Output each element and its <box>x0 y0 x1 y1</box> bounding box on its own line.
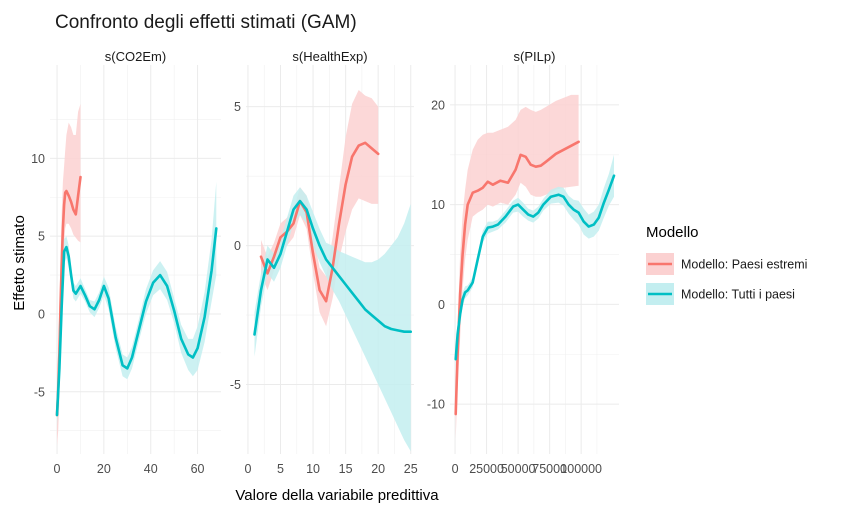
gridlines <box>450 65 619 454</box>
panel-2: s(HealthExp) 0 5 10 15 20 25 -5 0 5 <box>230 49 418 476</box>
panel-strip-label: s(PILp) <box>514 49 556 64</box>
x-tick-label: 25000 <box>469 462 504 476</box>
series-line <box>454 140 580 416</box>
legend-title: Modello <box>646 224 699 241</box>
x-tick-label: 0 <box>452 462 459 476</box>
y-tick-label: 20 <box>431 98 445 112</box>
y-tick-label: 5 <box>234 100 241 114</box>
y-tick-label: 0 <box>438 298 445 312</box>
panel-strip-label: s(CO2Em) <box>105 49 166 64</box>
confidence-band <box>261 90 379 327</box>
chart-title: Confronto degli effetti stimati (GAM) <box>55 12 357 33</box>
y-tick-label: 5 <box>38 230 45 244</box>
x-axis-title: Valore della variabile predittiva <box>235 487 439 504</box>
x-tick-label: 20 <box>97 462 111 476</box>
y-tick-label: -5 <box>230 378 241 392</box>
legend: Modello Modello: Paesi estremi Modello: T… <box>646 224 807 305</box>
y-tick-label: 0 <box>38 307 45 321</box>
y-tick-label: -10 <box>427 398 445 412</box>
panel-1: s(CO2Em) 0 20 40 60 -5 0 5 10 <box>31 49 221 476</box>
confidence-band <box>455 154 614 370</box>
x-tick-label: 5 <box>277 462 284 476</box>
x-tick-label: 0 <box>54 462 61 476</box>
x-tick-label: 50000 <box>501 462 536 476</box>
x-tick-label: 0 <box>244 462 251 476</box>
x-tick-label: 100000 <box>560 462 602 476</box>
x-tick-label: 20 <box>371 462 385 476</box>
legend-label: Modello: Tutti i paesi <box>681 288 795 302</box>
confidence-band <box>455 94 579 440</box>
panel-strip-label: s(HealthExp) <box>292 49 367 64</box>
x-tick-label: 40 <box>144 462 158 476</box>
series-line <box>259 141 380 303</box>
y-tick-label: 10 <box>31 152 45 166</box>
legend-label: Modello: Paesi estremi <box>681 258 807 272</box>
panels: s(CO2Em) 0 20 40 60 -5 0 5 10 s(HealthExp) 0 5 10 15 2… <box>31 49 619 476</box>
y-tick-label: -5 <box>34 385 45 399</box>
legend-item: Modello: Paesi estremi <box>646 253 807 275</box>
gridlines <box>50 65 221 454</box>
legend-item: Modello: Tutti i paesi <box>646 283 795 305</box>
confidence-band <box>57 103 81 447</box>
y-tick-label: 10 <box>431 198 445 212</box>
confidence-band <box>57 181 217 426</box>
y-tick-label: 0 <box>234 239 241 253</box>
series-line <box>454 174 616 361</box>
x-tick-label: 15 <box>339 462 353 476</box>
x-tick-label: 10 <box>306 462 320 476</box>
y-axis-title: Effetto stimato <box>11 215 28 311</box>
series-line <box>55 227 218 417</box>
x-tick-label: 60 <box>191 462 205 476</box>
legend-items: Modello: Paesi estremi Modello: Tutti i p… <box>646 253 807 305</box>
confidence-band <box>254 187 411 452</box>
series-line <box>253 199 413 336</box>
x-tick-label: 75000 <box>532 462 567 476</box>
x-tick-label: 25 <box>404 462 418 476</box>
